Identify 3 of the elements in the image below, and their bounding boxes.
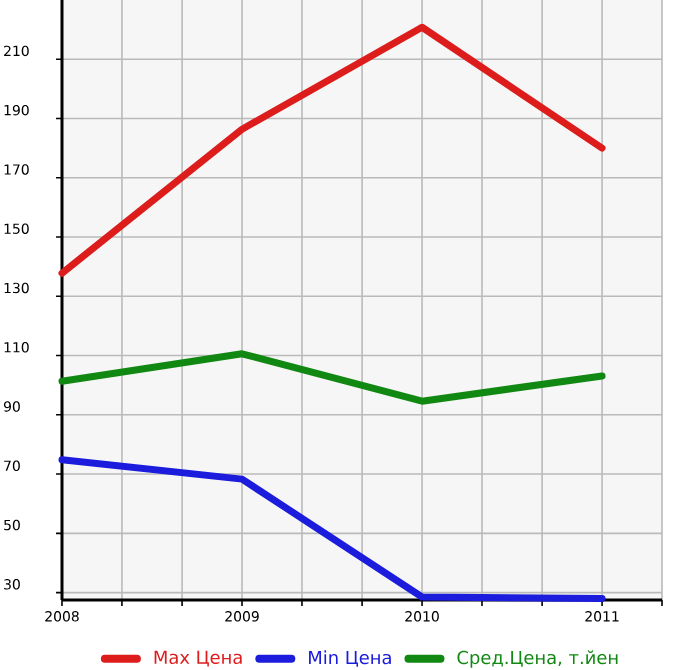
- legend-label: Max Цена: [154, 650, 242, 667]
- legend-label: Min Цена: [309, 650, 391, 667]
- legend-label: Сред.Цена, т.йен: [457, 650, 618, 668]
